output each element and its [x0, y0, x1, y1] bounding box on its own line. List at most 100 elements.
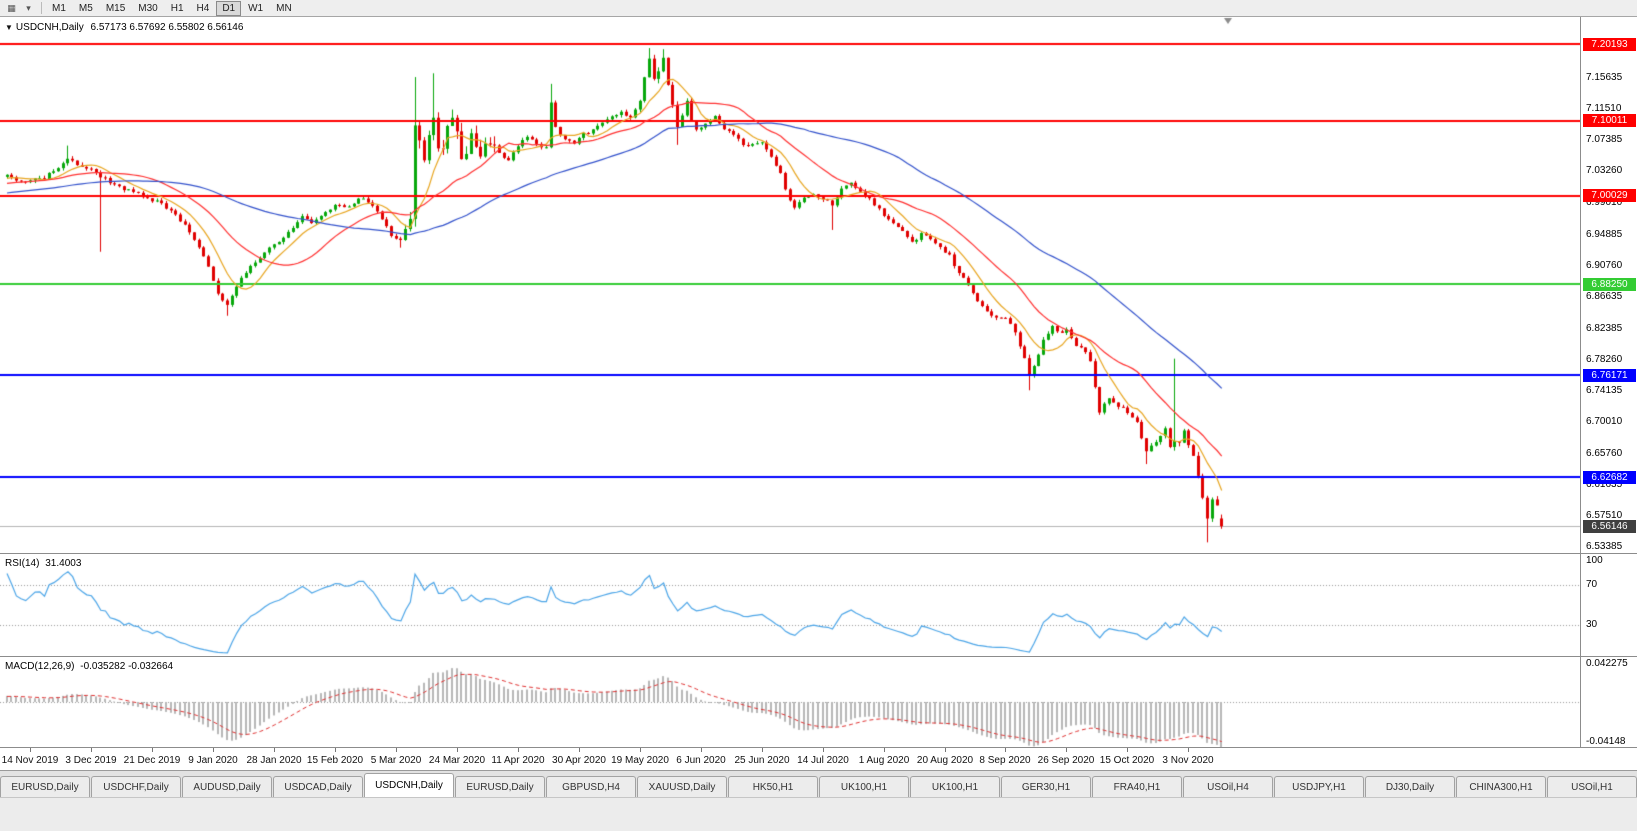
time-axis-label: 24 Mar 2020 — [428, 755, 486, 766]
main-chart-canvas[interactable] — [0, 17, 1580, 553]
time-axis-label: 19 May 2020 — [611, 755, 669, 766]
time-axis-label: 30 Apr 2020 — [552, 755, 606, 766]
macd-name: MACD(12,26,9) — [5, 661, 75, 672]
macd-panel-label: MACD(12,26,9) -0.035282 -0.032664 — [5, 661, 173, 672]
rsi-panel-separator[interactable] — [0, 553, 1637, 554]
status-bar — [0, 797, 1637, 831]
price-tick-label: 6.94885 — [1586, 229, 1623, 240]
time-axis-tick — [701, 748, 702, 752]
time-axis-label: 3 Nov 2020 — [1162, 755, 1214, 766]
time-axis-tick — [823, 748, 824, 752]
timeframe-button-M15[interactable]: M15 — [105, 2, 126, 14]
time-axis-tick — [213, 748, 214, 752]
rsi-current-value: 31.4003 — [45, 558, 82, 569]
bid-price-badge: 6.56146 — [1583, 520, 1636, 533]
timeframe-button-D1[interactable]: D1 — [216, 0, 242, 16]
time-axis-label: 25 Jun 2020 — [734, 755, 790, 766]
time-axis-label: 9 Jan 2020 — [188, 755, 238, 766]
rsi-panel-label: RSI(14) 31.4003 — [5, 558, 81, 569]
rsi-scale-label: 100 — [1586, 555, 1603, 566]
price-scale[interactable]: 7.15635 7.11510 7.07385 7.03260 6.99010 6.948… — [1580, 17, 1637, 747]
chart-tab-dj30-daily[interactable]: DJ30,Daily — [1365, 776, 1455, 797]
rsi-indicator-canvas[interactable] — [0, 554, 1580, 656]
price-tick-label: 6.70010 — [1586, 416, 1623, 427]
time-axis[interactable]: 14 Nov 2019 3 Dec 2019 21 Dec 2019 9 Jan 20… — [0, 747, 1637, 770]
time-axis-tick — [1066, 748, 1067, 752]
time-axis-tick — [457, 748, 458, 752]
price-tick-label: 7.11510 — [1586, 103, 1622, 114]
chart-tab-usdchf-daily[interactable]: USDCHF,Daily — [91, 776, 181, 797]
timeframe-button-M1[interactable]: M1 — [52, 2, 66, 14]
chart-tab-usdcad-daily[interactable]: USDCAD,Daily — [273, 776, 363, 797]
chart-tab-gbpusd-h4[interactable]: GBPUSD,H4 — [546, 776, 636, 797]
chart-tab-uk100-h1[interactable]: UK100,H1 — [910, 776, 1000, 797]
chart-tab-fra40-h1[interactable]: FRA40,H1 — [1092, 776, 1182, 797]
time-axis-tick — [396, 748, 397, 752]
macd-scale-label: 0.042275 — [1586, 658, 1628, 669]
time-axis-label: 11 Apr 2020 — [491, 755, 545, 766]
timeframe-button-M30[interactable]: M30 — [138, 2, 158, 14]
price-level-badge: 6.76171 — [1583, 369, 1636, 382]
time-axis-tick — [1005, 748, 1006, 752]
rsi-scale-label: 30 — [1586, 619, 1598, 630]
price-tick-label: 6.74135 — [1586, 385, 1623, 396]
time-axis-tick — [518, 748, 519, 752]
chart-tab-hk50-h1[interactable]: HK50,H1 — [728, 776, 818, 797]
chart-tab-xauusd-daily[interactable]: XAUUSD,Daily — [637, 776, 727, 797]
price-level-badge: 6.62682 — [1583, 471, 1636, 484]
macd-current-values: -0.035282 -0.032664 — [80, 661, 174, 672]
price-tick-label: 6.65760 — [1586, 448, 1623, 459]
macd-panel-separator[interactable] — [0, 656, 1637, 657]
price-tick-label: 6.53385 — [1586, 541, 1623, 552]
time-axis-label: 14 Jul 2020 — [797, 755, 849, 766]
time-axis-label: 26 Sep 2020 — [1037, 755, 1095, 766]
time-axis-tick — [945, 748, 946, 752]
toolbar: ▦ ▾ M1 M5 M15 M30 H1 H4 D1 W1 MN — [0, 0, 1637, 17]
chart-tab-china300-h1[interactable]: CHINA300,H1 — [1456, 776, 1546, 797]
timeframe-button-H1[interactable]: H1 — [170, 2, 184, 14]
chart-tab-uk100-h1[interactable]: UK100,H1 — [819, 776, 909, 797]
time-axis-tick — [152, 748, 153, 752]
chart-tab-ger30-h1[interactable]: GER30,H1 — [1001, 776, 1091, 797]
price-tick-label: 6.90760 — [1586, 260, 1623, 271]
rsi-scale-label: 70 — [1586, 579, 1598, 590]
time-axis-tick — [91, 748, 92, 752]
chart-tab-eurusd-daily[interactable]: EURUSD,Daily — [0, 776, 90, 797]
chart-tab-eurusd-daily[interactable]: EURUSD,Daily — [455, 776, 545, 797]
time-axis-label: 15 Oct 2020 — [1099, 755, 1155, 766]
chart-tab-usdjpy-h1[interactable]: USDJPY,H1 — [1274, 776, 1364, 797]
timeframe-button-W1[interactable]: W1 — [248, 2, 264, 14]
time-axis-label: 6 Jun 2020 — [676, 755, 726, 766]
time-axis-tick — [274, 748, 275, 752]
timeframe-button-H4[interactable]: H4 — [196, 2, 210, 14]
time-axis-tick — [762, 748, 763, 752]
time-axis-tick — [1188, 748, 1189, 752]
chart-tab-audusd-daily[interactable]: AUDUSD,Daily — [182, 776, 272, 797]
chart-tab-usdcnh-daily[interactable]: USDCNH,Daily — [364, 773, 454, 797]
timeframe-button-M5[interactable]: M5 — [78, 2, 93, 14]
timeframe-button-MN[interactable]: MN — [276, 2, 292, 14]
time-axis-label: 14 Nov 2019 — [1, 755, 59, 766]
time-axis-tick — [335, 748, 336, 752]
time-axis-label: 15 Feb 2020 — [306, 755, 364, 766]
price-tick-label: 6.99010 — [1586, 197, 1623, 208]
chart-title: ▼ USDCNH,Daily 6.57173 6.57692 6.55802 6.… — [5, 22, 243, 33]
price-tick-label: 6.57510 — [1586, 510, 1623, 521]
macd-indicator-canvas[interactable] — [0, 657, 1580, 747]
price-level-badge: 7.20193 — [1583, 38, 1636, 51]
price-tick-label: 7.03260 — [1586, 165, 1623, 176]
time-axis-tick — [640, 748, 641, 752]
price-tick-label: 6.61635 — [1586, 479, 1623, 490]
price-tick-label: 7.15635 — [1586, 72, 1623, 83]
dropdown-caret-icon[interactable]: ▾ — [26, 2, 31, 13]
time-axis-label: 20 Aug 2020 — [916, 755, 974, 766]
time-axis-tick — [1127, 748, 1128, 752]
chart-tab-usoil-h1[interactable]: USOil,H1 — [1547, 776, 1637, 797]
time-axis-tick — [579, 748, 580, 752]
time-axis-label: 8 Sep 2020 — [979, 755, 1031, 766]
price-level-badge: 7.00029 — [1583, 189, 1636, 202]
price-level-badge: 6.88250 — [1583, 278, 1636, 291]
chart-type-icon[interactable]: ▦ — [7, 2, 16, 13]
chart-tab-usoil-h4[interactable]: USOil,H4 — [1183, 776, 1273, 797]
